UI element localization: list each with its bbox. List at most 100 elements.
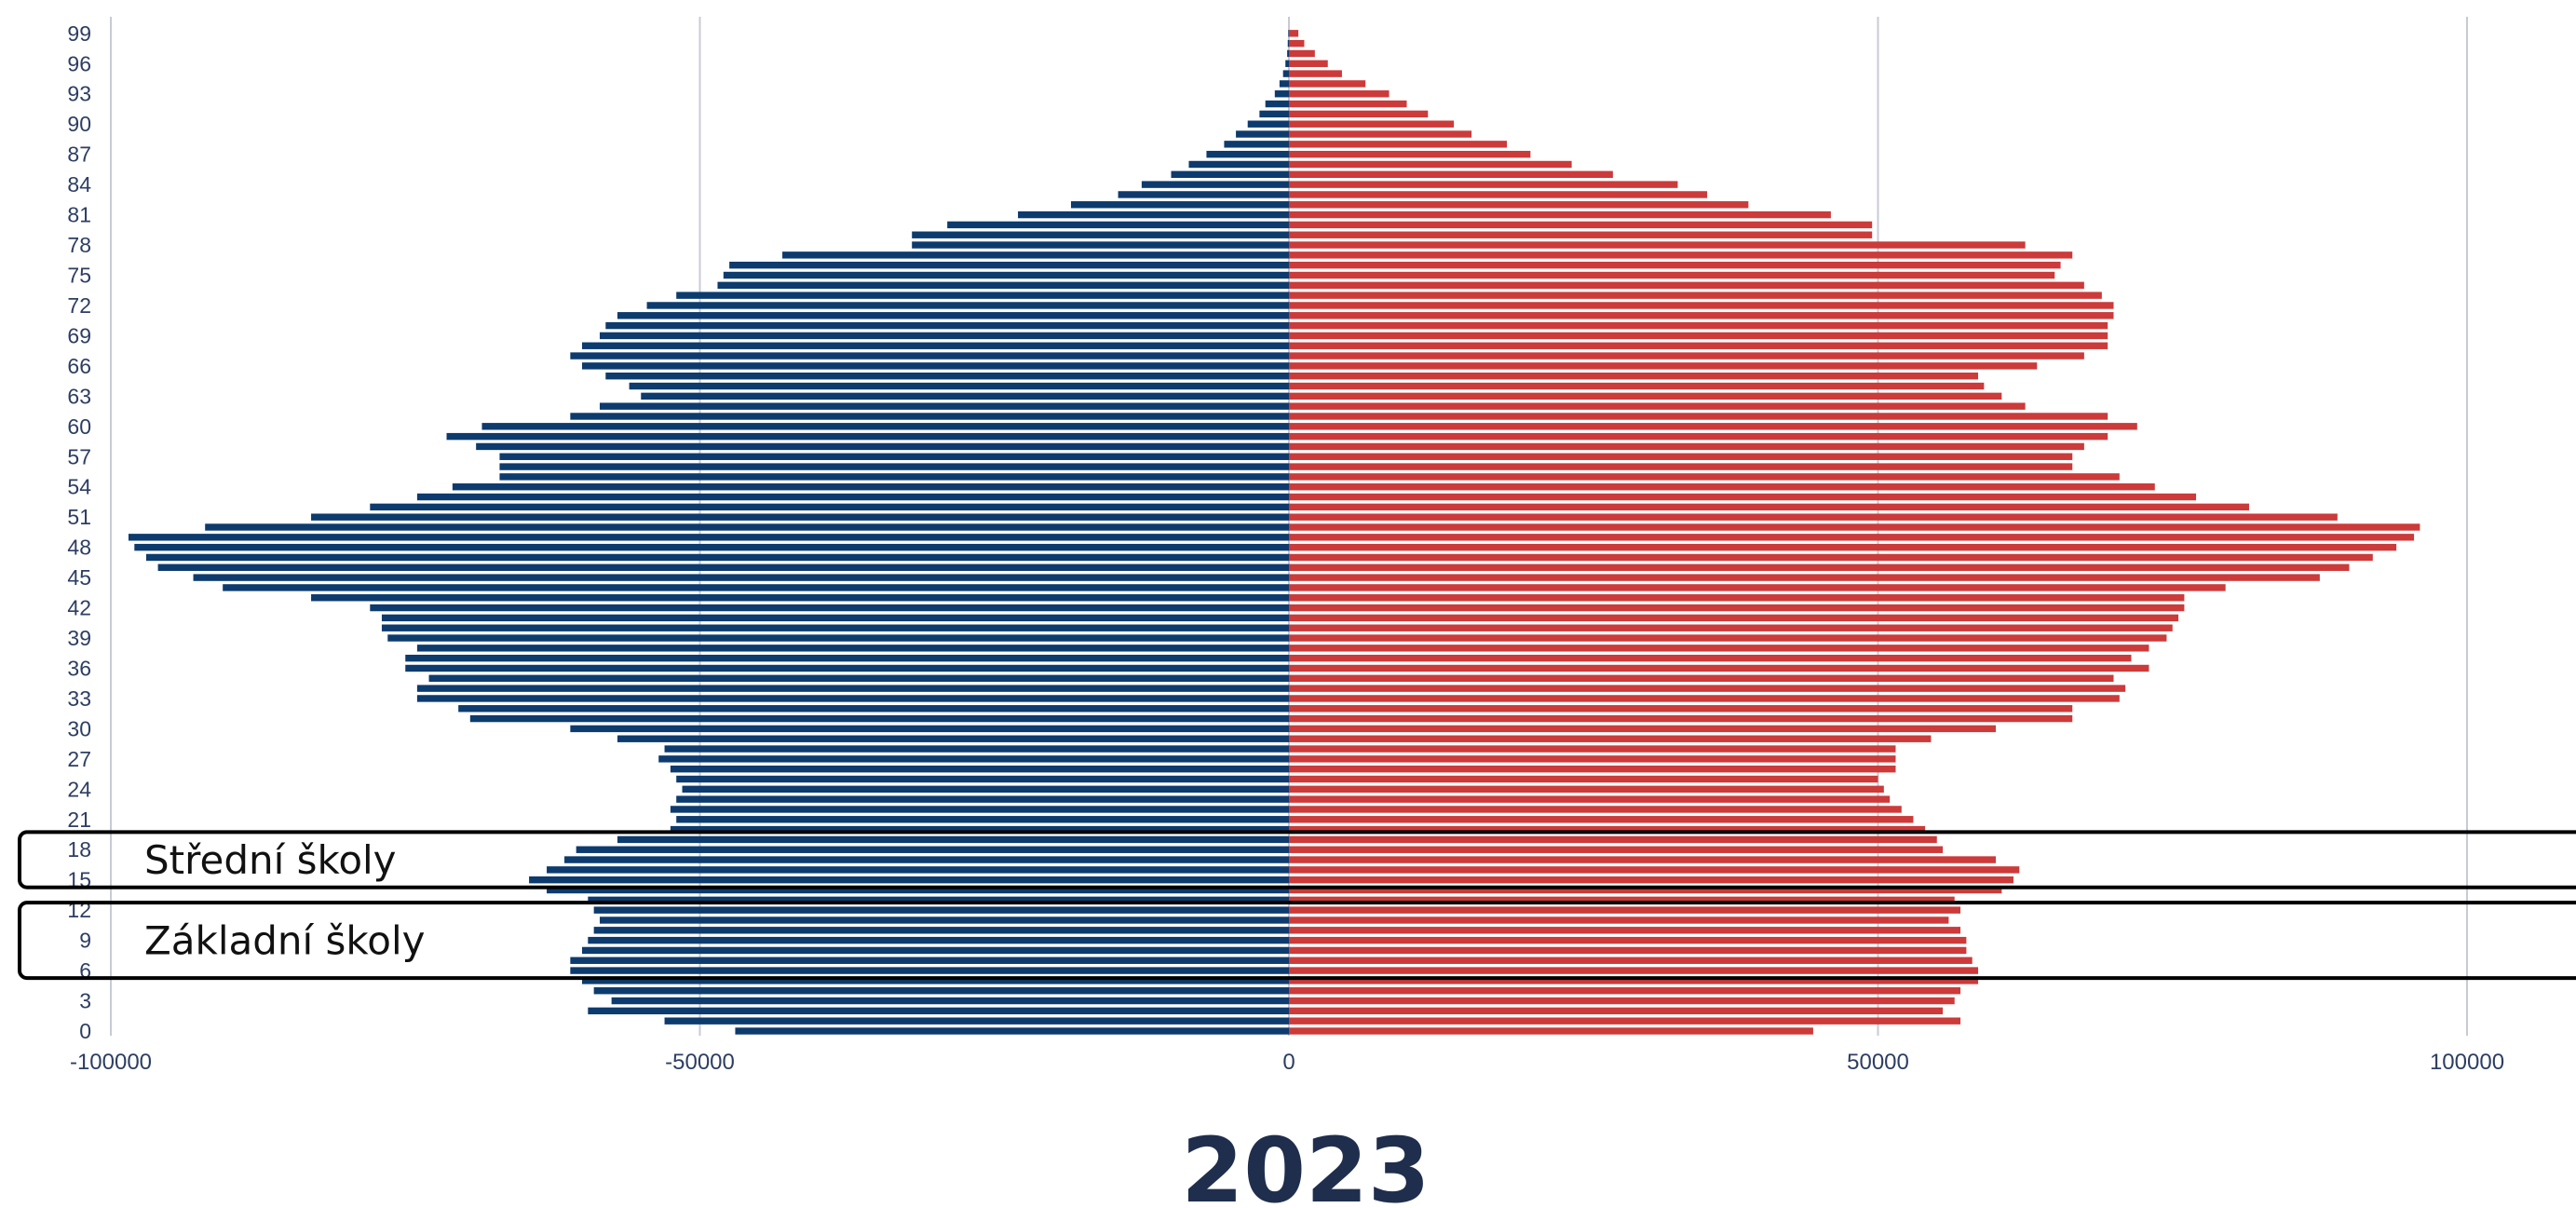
bar-right-series: [1289, 30, 1299, 37]
bar-left-series: [381, 624, 1289, 631]
bar-left-series: [717, 281, 1289, 290]
bar-right-series: [1289, 866, 2020, 874]
y-tick-label: 30: [67, 716, 91, 740]
bar-left-series: [570, 352, 1289, 360]
bar-left-series: [570, 413, 1289, 420]
bar-right-series: [1289, 886, 2002, 894]
bar-left-series: [405, 664, 1289, 672]
bar-left-series: [476, 442, 1289, 451]
y-tick-label: 84: [67, 172, 91, 197]
bar-left-series: [588, 896, 1289, 904]
y-tick-label: 93: [67, 82, 91, 106]
y-tick-label: 3: [79, 989, 91, 1013]
bar-right-series: [1289, 251, 2073, 259]
bar-right-series: [1289, 584, 2226, 591]
bar-right-series: [1289, 775, 1878, 783]
y-tick-label: 90: [67, 112, 91, 136]
bar-right-series: [1289, 271, 2055, 279]
bar-left-series: [582, 342, 1289, 349]
bar-left-series: [145, 553, 1290, 562]
bar-right-series: [1289, 534, 2415, 541]
bar-left-series: [547, 886, 1289, 894]
bar-left-series: [499, 463, 1289, 470]
bar-left-series: [664, 745, 1289, 753]
bar-left-series: [311, 594, 1289, 602]
bar-left-series: [912, 241, 1289, 249]
bar-left-series: [658, 755, 1289, 763]
bar-left-series: [1247, 120, 1289, 128]
bar-right-series: [1289, 1007, 1944, 1015]
y-tick-label: 66: [67, 354, 91, 378]
bar-left-series: [458, 705, 1289, 713]
bar-left-series: [670, 765, 1289, 773]
bar-left-series: [223, 584, 1289, 591]
bar-left-series: [134, 543, 1289, 551]
bar-right-series: [1289, 321, 2108, 330]
bar-left-series: [582, 362, 1289, 370]
bar-left-series: [370, 604, 1289, 612]
bar-right-series: [1289, 362, 2038, 370]
bar-right-series: [1289, 281, 2084, 290]
x-tick-label: 100000: [2430, 1050, 2504, 1075]
bar-left-series: [157, 563, 1290, 571]
bar-right-series: [1289, 977, 1979, 984]
age-group-label: Střední školy: [144, 837, 397, 883]
bar-left-series: [1288, 30, 1289, 37]
bar-left-series: [599, 332, 1289, 340]
y-tick-label: 33: [67, 686, 91, 711]
bar-left-series: [676, 292, 1289, 299]
bar-right-series: [1289, 442, 2084, 451]
bar-right-series: [1289, 201, 1749, 209]
bar-left-series: [1118, 191, 1289, 198]
y-tick-label: 9: [79, 929, 91, 953]
bar-right-series: [1289, 523, 2420, 531]
y-tick-label: 63: [67, 384, 91, 408]
bar-left-series: [452, 483, 1290, 491]
age-group-annotations: Střední školy Základní školy: [18, 830, 2576, 981]
bar-left-series: [416, 685, 1289, 692]
bar-right-series: [1289, 60, 1328, 67]
bar-right-series: [1289, 473, 2120, 481]
bar-right-series: [1289, 70, 1342, 77]
bar-left-series: [1274, 90, 1289, 98]
age-group-box: [18, 901, 2576, 981]
bar-right-series: [1289, 493, 2197, 501]
bar-right-series: [1289, 80, 1366, 88]
bar-right-series: [1289, 513, 2338, 521]
y-tick-label: 78: [67, 233, 91, 257]
bar-left-series: [1287, 49, 1289, 58]
bar-right-series: [1289, 957, 1973, 964]
bar-left-series: [1206, 150, 1289, 158]
bar-left-series: [570, 725, 1289, 733]
y-tick-label: 57: [67, 444, 91, 468]
bar-left-series: [599, 916, 1289, 924]
age-group-box: [18, 830, 2576, 889]
bar-right-series: [1289, 402, 2026, 410]
bar-left-series: [629, 382, 1289, 390]
bar-left-series: [1224, 141, 1289, 148]
bar-left-series: [128, 534, 1290, 541]
bar-right-series: [1289, 90, 1390, 98]
bar-left-series: [646, 302, 1289, 309]
bar-right-series: [1289, 1017, 1961, 1025]
bar-right-series: [1289, 936, 1967, 944]
bar-right-series: [1289, 423, 2137, 430]
bar-right-series: [1289, 373, 1979, 380]
bar-right-series: [1289, 483, 2155, 491]
bar-left-series: [576, 846, 1289, 853]
bar-right-series: [1289, 160, 1572, 169]
bar-left-series: [570, 967, 1289, 974]
bar-right-series: [1289, 785, 1884, 794]
y-tick-label: 36: [67, 656, 91, 680]
bar-left-series: [529, 876, 1289, 884]
bar-left-series: [735, 1027, 1289, 1035]
bar-left-series: [381, 614, 1289, 622]
bar-right-series: [1289, 594, 2185, 602]
bar-left-series: [599, 402, 1289, 410]
bar-left-series: [664, 1017, 1289, 1025]
bar-left-series: [311, 513, 1289, 521]
bar-left-series: [947, 221, 1289, 229]
bar-left-series: [729, 261, 1289, 269]
bar-right-series: [1289, 825, 1926, 834]
bar-right-series: [1289, 735, 1932, 742]
